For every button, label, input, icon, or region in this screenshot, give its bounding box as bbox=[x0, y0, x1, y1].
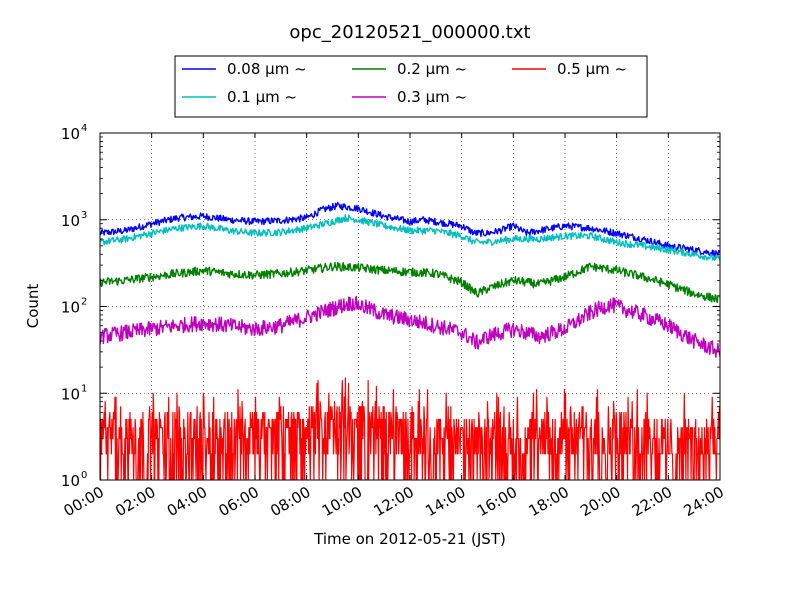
series-line bbox=[100, 201, 720, 258]
y-tick-exponent: 1 bbox=[81, 383, 87, 394]
legend-label: 0.1 μm ~ bbox=[227, 88, 297, 106]
x-axis-label: Time on 2012-05-21 (JST) bbox=[313, 530, 506, 548]
legend-label: 0.3 μm ~ bbox=[397, 88, 467, 106]
y-tick-label: 10 bbox=[61, 385, 80, 403]
legend-label: 0.2 μm ~ bbox=[397, 60, 467, 78]
y-tick-label: 10 bbox=[61, 299, 80, 317]
y-tick-label: 10 bbox=[61, 472, 80, 490]
legend: 0.08 μm ~ 0.1 μm ~ 0.2 μm ~ 0.3 μm ~ 0.5 μm … bbox=[174, 55, 648, 118]
series-line bbox=[100, 295, 720, 358]
y-tick-exponent: 2 bbox=[81, 297, 87, 308]
y-tick-exponent: 0 bbox=[81, 470, 87, 481]
series-lines bbox=[100, 201, 720, 480]
y-tick-exponent: 3 bbox=[81, 210, 87, 221]
series-line bbox=[100, 377, 720, 480]
series-line bbox=[100, 261, 720, 304]
legend-frame bbox=[174, 55, 648, 118]
y-tick-label: 10 bbox=[61, 212, 80, 230]
y-axis-label: Count bbox=[24, 284, 42, 329]
grid-lines bbox=[100, 133, 720, 480]
y-tick-exponent: 4 bbox=[81, 123, 87, 134]
y-tick-label: 10 bbox=[61, 125, 80, 143]
chart-title: opc_20120521_000000.txt bbox=[289, 22, 530, 43]
legend-label: 0.5 μm ~ bbox=[557, 60, 627, 78]
series-line bbox=[100, 214, 720, 262]
legend-label: 0.08 μm ~ bbox=[227, 60, 307, 78]
